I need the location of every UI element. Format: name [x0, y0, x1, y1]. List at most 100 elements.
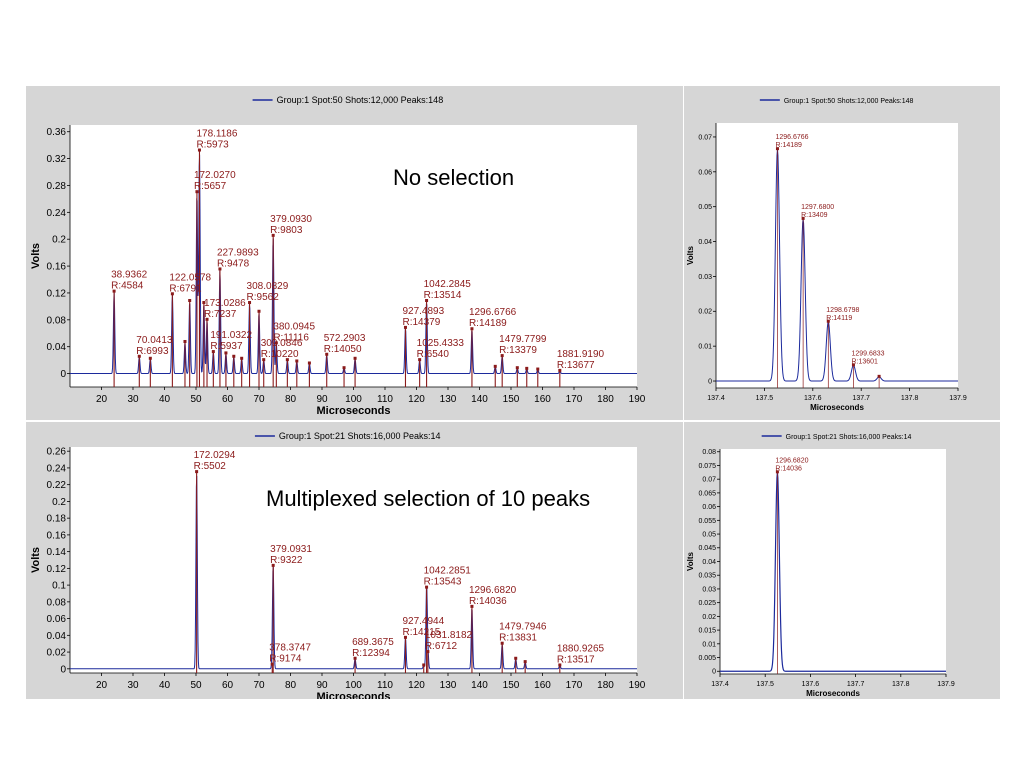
peak-label-mass: 379.0931	[270, 544, 312, 555]
legend-label: Group:1 Spot:50 Shots:12,000 Peaks:148	[277, 95, 444, 105]
x-tick-label: 80	[285, 394, 297, 405]
spectrum-chart-zoom-no-selection: Group:1 Spot:50 Shots:12,000 Peaks:148 0 0…	[686, 98, 967, 412]
x-tick-label: 100	[345, 680, 362, 691]
y-tick-label: 0.01	[698, 344, 712, 351]
peak-marker-point	[325, 352, 329, 356]
peak-label-mass: 1296.6820	[775, 457, 808, 464]
peak-label-resolution: R:4584	[111, 281, 144, 292]
y-axis-title: Volts	[686, 245, 695, 265]
peak-label-resolution: R:5502	[194, 461, 227, 472]
x-tick-label: 40	[159, 680, 171, 691]
peak-marker-point	[271, 563, 275, 567]
peak-label-resolution: R:13409	[801, 212, 828, 219]
peak-label-resolution: R:10220	[261, 349, 299, 360]
peak-label-mass: 173.0286	[204, 298, 246, 309]
peak-label-mass: 1479.7799	[499, 334, 547, 345]
y-axis-title: Volts	[686, 551, 695, 571]
peak-marker-point	[775, 470, 779, 474]
peak-label-resolution: R:11116	[273, 332, 309, 343]
peak-marker-point	[195, 190, 199, 194]
peak-label-mass: 380.0945	[273, 321, 315, 332]
peak-label-resolution: R:14189	[775, 142, 802, 149]
x-tick-label: 137.7	[852, 395, 870, 402]
y-tick-label: 0.04	[702, 559, 716, 566]
x-tick-label: 130	[440, 680, 457, 691]
y-tick-label: 0.36	[47, 127, 67, 138]
peak-label-resolution: R:13514	[424, 290, 462, 301]
peak-marker-point	[170, 292, 174, 296]
x-tick-label: 130	[440, 394, 457, 405]
spectrum-panel-full-multiplexed: Group:1 Spot:21 Shots:16,000 Peaks:14 0 0.…	[26, 422, 683, 699]
peak-label-mass: 1025.4333	[417, 338, 465, 349]
peak-label-resolution: R:13543	[424, 577, 462, 588]
peak-label-mass: 178.1186	[196, 129, 237, 140]
peak-label-mass: 378.3747	[269, 643, 311, 654]
peak-label-mass: 1296.6766	[775, 134, 808, 141]
peak-label-resolution: R:9562	[247, 292, 280, 303]
peak-marker-point	[257, 309, 261, 313]
x-tick-label: 137.6	[802, 681, 820, 688]
x-axis-title: Microseconds	[317, 691, 391, 699]
x-tick-label: 150	[503, 680, 520, 691]
peak-marker-point	[148, 356, 152, 360]
peak-marker-point	[232, 354, 236, 358]
spectrum-chart-full-multiplexed: Group:1 Spot:21 Shots:16,000 Peaks:14 0 0.…	[30, 431, 646, 699]
peak-marker-point	[558, 663, 562, 667]
x-tick-label: 170	[566, 680, 583, 691]
x-tick-label: 110	[377, 680, 393, 691]
x-tick-label: 40	[159, 394, 171, 405]
y-tick-label: 0.035	[698, 573, 716, 580]
peak-label-resolution: R:9803	[270, 225, 303, 236]
peak-marker-point	[775, 147, 779, 151]
peak-label-resolution: R:6712	[425, 641, 458, 652]
y-tick-label: 0	[60, 664, 66, 675]
y-tick-label: 0.06	[702, 504, 716, 511]
y-tick-label: 0.12	[47, 288, 67, 299]
y-tick-label: 0.025	[698, 600, 716, 607]
y-tick-label: 0.08	[47, 597, 67, 608]
x-tick-label: 160	[534, 680, 551, 691]
peak-marker-point	[558, 368, 562, 372]
y-tick-label: 0.065	[698, 490, 716, 497]
peak-label-mass: 308.0829	[247, 281, 289, 292]
peak-marker-point	[342, 366, 346, 370]
plot-area	[70, 447, 637, 673]
peak-marker-point	[500, 354, 504, 358]
y-tick-label: 0.26	[47, 447, 67, 458]
x-tick-label: 30	[127, 680, 139, 691]
y-tick-label: 0	[708, 378, 712, 385]
peak-label-resolution: R:14119	[826, 315, 852, 322]
y-axis-title: Volts	[30, 547, 42, 573]
x-tick-label: 190	[629, 394, 646, 405]
x-tick-label: 137.4	[707, 395, 725, 402]
peak-marker-point	[493, 364, 497, 368]
y-tick-label: 0.02	[702, 614, 716, 621]
y-tick-label: 0.22	[47, 480, 67, 491]
peak-label-resolution: R:13517	[557, 654, 595, 665]
legend-label: Group:1 Spot:21 Shots:16,000 Peaks:14	[279, 431, 441, 441]
peak-label-mass: 122.0578	[169, 272, 211, 283]
y-tick-label: 0.06	[47, 614, 67, 625]
peak-label-resolution: R:5973	[196, 140, 229, 151]
y-tick-label: 0.05	[698, 204, 712, 211]
x-tick-label: 190	[629, 680, 646, 691]
peak-label-mass: 1031.8182	[425, 630, 473, 641]
y-tick-label: 0.02	[698, 309, 712, 316]
x-tick-label: 150	[503, 394, 520, 405]
y-tick-label: 0.04	[698, 239, 712, 246]
y-tick-label: 0.005	[698, 655, 716, 662]
plot-area	[720, 449, 946, 674]
peak-marker-point	[295, 359, 299, 363]
y-tick-label: 0.04	[47, 631, 67, 642]
plot-area	[716, 123, 958, 388]
y-tick-label: 0.03	[698, 274, 712, 281]
peak-marker-point	[801, 216, 805, 220]
x-tick-label: 70	[253, 394, 265, 405]
x-tick-label: 137.9	[949, 395, 967, 402]
y-tick-label: 0.075	[698, 463, 716, 470]
x-tick-label: 80	[285, 680, 297, 691]
y-tick-label: 0.08	[702, 449, 716, 456]
peak-marker-point	[271, 233, 275, 237]
peak-marker-point	[218, 267, 222, 271]
x-tick-label: 137.7	[847, 681, 865, 688]
